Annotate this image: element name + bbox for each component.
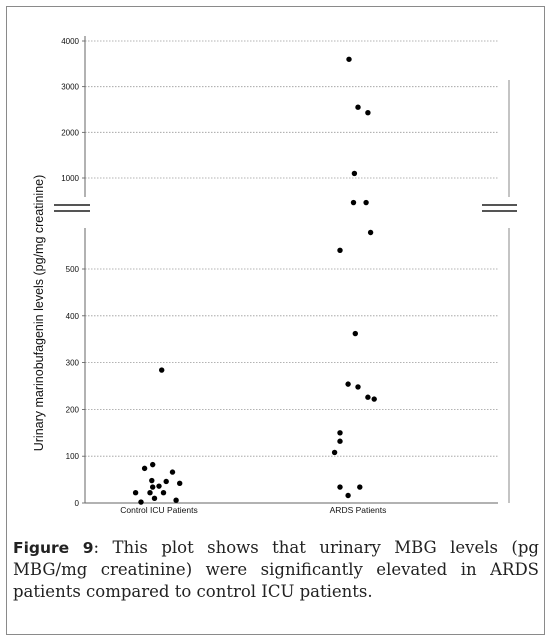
y-tick-label: 0	[75, 499, 80, 508]
data-point	[337, 247, 343, 253]
y-axis-label: Urinary marinobufagenin levels (pg/mg cr…	[32, 175, 46, 452]
y-tick-label: 3000	[61, 83, 79, 92]
data-point	[367, 229, 374, 236]
data-point	[350, 199, 357, 206]
data-point	[331, 449, 338, 456]
data-point	[345, 492, 351, 499]
data-point	[150, 484, 156, 490]
data-point	[138, 499, 144, 505]
data-point	[337, 484, 343, 490]
y-tick-label: 200	[66, 405, 80, 414]
data-point	[147, 490, 153, 496]
data-point	[355, 104, 361, 110]
data-point	[163, 478, 169, 485]
y-tick-label: 100	[66, 452, 80, 461]
data-point	[352, 330, 358, 337]
data-point	[355, 384, 361, 390]
y-tick-label: 400	[66, 312, 80, 321]
data-point	[371, 396, 377, 402]
scatter-plot: 1000 2000 3000 4000 0 100 200 300 400 500 Control …	[32, 36, 517, 515]
caption-text: : This plot shows that urinary MBG level…	[13, 538, 539, 601]
data-point	[345, 381, 351, 387]
data-point	[346, 56, 352, 62]
figure-label: Figure 9	[13, 539, 94, 557]
data-point	[156, 483, 162, 489]
x-tick-label: ARDS Patients	[330, 505, 387, 515]
x-tick-label: Control ICU Patients	[120, 505, 197, 515]
data-point	[160, 490, 167, 496]
data-point	[365, 394, 371, 400]
data-point	[141, 465, 148, 472]
data-point	[363, 199, 369, 206]
data-point	[173, 497, 179, 503]
data-point	[150, 461, 156, 468]
data-point	[351, 170, 358, 177]
data-point	[159, 367, 165, 373]
data-point	[149, 477, 155, 484]
data-point	[151, 495, 158, 502]
y-tick-label: 2000	[61, 128, 79, 137]
y-tick-label: 500	[66, 265, 80, 274]
figure-caption: Figure 9: This plot shows that urinary M…	[13, 537, 539, 603]
y-tick-label: 300	[66, 359, 80, 368]
data-point	[357, 484, 363, 490]
y-tick-label: 1000	[61, 174, 79, 183]
data-point	[365, 109, 371, 116]
data-point	[132, 490, 139, 496]
data-point	[337, 438, 343, 444]
y-tick-label: 4000	[61, 37, 79, 46]
data-point	[177, 480, 183, 487]
figure-frame	[6, 6, 545, 635]
data-point	[169, 469, 176, 475]
data-point	[337, 430, 343, 436]
